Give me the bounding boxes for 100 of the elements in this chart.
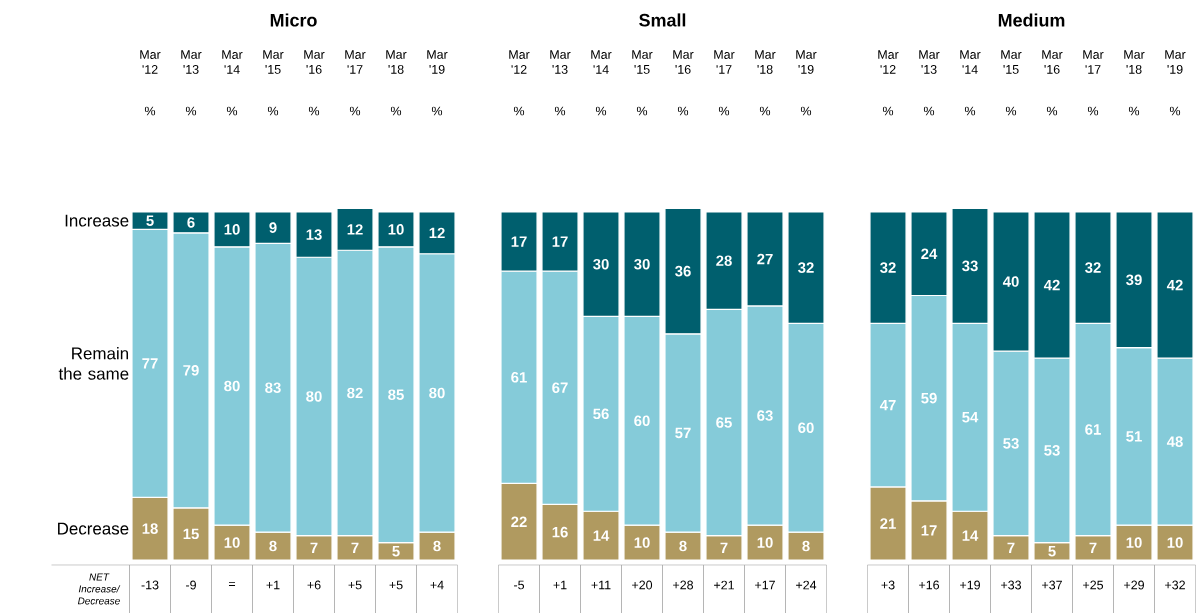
x-tick-label: Mar '18 xyxy=(1124,50,1145,74)
text: % xyxy=(226,106,238,116)
x-tick-label: Mar '12 xyxy=(140,50,161,74)
x-tick-label: Mar '18 xyxy=(755,50,776,74)
text: +24 xyxy=(796,580,817,590)
x-tick-label: Mar '16 xyxy=(304,50,325,74)
data-label: 13 xyxy=(306,229,322,240)
text: % xyxy=(1169,106,1181,116)
data-label: 54 xyxy=(962,412,979,423)
x-tick-label: Mar '13 xyxy=(181,50,202,74)
text: +16 xyxy=(919,580,940,590)
text: % xyxy=(759,106,771,116)
x-tick-label: Mar '17 xyxy=(1083,50,1104,74)
text: +1 xyxy=(266,580,280,590)
text: % xyxy=(308,106,320,116)
data-label: 60 xyxy=(634,415,650,427)
data-label: 16 xyxy=(552,526,568,538)
data-label: 39 xyxy=(1126,274,1142,286)
x-tick-label: Mar '16 xyxy=(673,50,694,74)
text: % xyxy=(431,106,443,116)
data-label: 10 xyxy=(224,537,240,548)
data-label: 48 xyxy=(1166,436,1183,447)
data-label: 85 xyxy=(388,389,404,400)
data-label: 7 xyxy=(720,542,728,553)
x-tick-label: Mar '13 xyxy=(919,50,940,74)
series-label: Remain the same xyxy=(58,346,129,380)
data-label: 53 xyxy=(1044,445,1060,456)
data-label: 56 xyxy=(593,408,609,420)
text: % xyxy=(349,106,361,116)
data-label: 30 xyxy=(593,258,609,270)
text: % xyxy=(1046,106,1058,116)
text: +28 xyxy=(673,580,694,590)
data-label: 53 xyxy=(1003,438,1019,449)
text: NET Increase/ Decrease xyxy=(77,573,121,605)
text: +19 xyxy=(960,580,980,590)
text: % xyxy=(677,106,689,116)
text: +32 xyxy=(1165,580,1185,590)
data-label: 12 xyxy=(347,224,363,235)
x-tick-label: Mar '14 xyxy=(591,50,612,74)
text: % xyxy=(923,106,935,116)
data-label: 57 xyxy=(675,427,691,439)
x-tick-label: Mar '15 xyxy=(632,50,653,74)
data-label: 17 xyxy=(552,236,568,247)
text: +17 xyxy=(755,580,775,590)
data-label: 32 xyxy=(798,262,814,273)
text: +11 xyxy=(591,580,611,590)
data-label: 10 xyxy=(757,537,773,548)
data-label: 79 xyxy=(183,365,199,376)
x-tick-label: Mar '19 xyxy=(427,50,448,74)
data-label: 14 xyxy=(593,530,610,541)
data-label: 7 xyxy=(310,542,318,553)
data-label: 9 xyxy=(269,222,277,233)
text: +33 xyxy=(1001,580,1022,590)
text: +37 xyxy=(1042,580,1062,590)
text: % xyxy=(1005,106,1017,116)
data-label: 61 xyxy=(1085,424,1101,435)
data-label: 83 xyxy=(265,382,281,394)
text: +3 xyxy=(881,580,895,590)
text: -13 xyxy=(141,580,159,590)
text: +5 xyxy=(348,580,362,590)
text: % xyxy=(964,106,976,116)
data-label: 80 xyxy=(224,380,240,392)
x-tick-label: Mar '19 xyxy=(1165,50,1186,74)
text: -5 xyxy=(514,580,525,590)
text: +21 xyxy=(714,580,734,590)
x-tick-label: Mar '15 xyxy=(263,50,284,74)
data-label: 47 xyxy=(879,399,896,411)
data-label: 30 xyxy=(634,258,650,270)
text: +4 xyxy=(430,580,444,590)
text: +25 xyxy=(1083,580,1104,590)
x-tick-label: Mar '16 xyxy=(1042,50,1063,74)
data-label: 22 xyxy=(511,516,527,527)
data-label: 17 xyxy=(921,525,937,536)
text: % xyxy=(718,106,730,116)
chart-title: Medium xyxy=(998,13,1065,27)
data-label: 24 xyxy=(921,248,938,259)
data-label: 10 xyxy=(388,224,404,235)
text: +5 xyxy=(389,580,403,590)
x-tick-label: Mar '15 xyxy=(1001,50,1022,74)
data-label: 7 xyxy=(1007,542,1015,553)
text: % xyxy=(800,106,812,116)
x-tick-label: Mar '19 xyxy=(796,50,817,74)
data-label: 17 xyxy=(511,236,527,247)
x-tick-label: Mar '14 xyxy=(960,50,981,74)
data-label: 6 xyxy=(187,217,195,228)
data-label: 77 xyxy=(142,358,158,369)
x-tick-label: Mar '17 xyxy=(345,50,366,74)
series-label: Decrease xyxy=(58,522,129,535)
data-label: 8 xyxy=(433,540,441,552)
data-label: 10 xyxy=(634,537,650,548)
text: -9 xyxy=(186,580,196,590)
text: % xyxy=(554,106,566,116)
text: +29 xyxy=(1124,580,1144,590)
x-tick-label: Mar '14 xyxy=(222,50,243,74)
text: % xyxy=(144,106,156,116)
text: % xyxy=(267,106,279,116)
data-label: 82 xyxy=(347,387,363,399)
data-label: 28 xyxy=(716,255,732,266)
x-tick-label: Mar '18 xyxy=(386,50,407,74)
data-label: 42 xyxy=(1166,279,1183,291)
